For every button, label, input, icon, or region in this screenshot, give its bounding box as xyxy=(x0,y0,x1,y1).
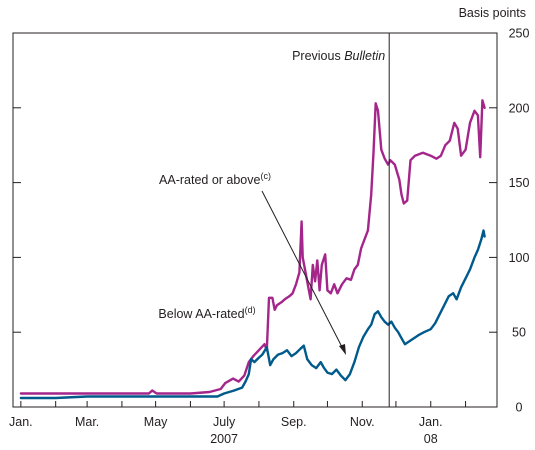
y-tick-label-100: 100 xyxy=(509,251,530,265)
x-year-label-1: 08 xyxy=(424,432,438,446)
series-line-aa-rated-or-above xyxy=(19,99,486,395)
annotation-arrow-head xyxy=(339,344,346,355)
annotation-below-aa-text: Below AA-rated xyxy=(158,307,244,321)
annotation-aa-rated-superscript: (c) xyxy=(260,171,271,181)
x-tick-label-3: July xyxy=(213,415,236,429)
plot-frame xyxy=(12,32,498,408)
previous-bulletin-label-plain: Previous xyxy=(292,49,344,63)
annotation-arrow-line xyxy=(261,190,344,350)
annotation-below-aa-rated: Below AA-rated(d) xyxy=(158,305,255,321)
y-tick-label-250: 250 xyxy=(509,27,530,41)
annotation-aa-rated-or-above: AA-rated or above(c) xyxy=(159,171,271,187)
x-tick-label-6: Jan. xyxy=(419,415,443,429)
series-line-below-aa-rated xyxy=(19,229,486,400)
x-tick-label-2: May xyxy=(144,415,168,429)
previous-bulletin-label-italic: Bulletin xyxy=(344,49,385,63)
y-tick-label-50: 50 xyxy=(512,326,526,340)
series-layer xyxy=(19,99,486,400)
marker-layer: Previous Bulletin xyxy=(292,33,390,407)
x-tick-label-5: Nov. xyxy=(350,415,375,429)
annotation-below-aa-superscript: (d) xyxy=(245,305,256,315)
annotation-layer: AA-rated or above(c) Below AA-rated(d) xyxy=(158,171,346,355)
x-tick-label-1: Mar. xyxy=(75,415,99,429)
ticks-layer: 0 50 100 150 200 250 Jan. Mar. May July Sep. Nov. Ja… xyxy=(9,27,529,447)
x-year-label-0: 2007 xyxy=(210,432,238,446)
previous-bulletin-label: Previous Bulletin xyxy=(292,49,385,63)
units-label: Basis points xyxy=(459,6,526,20)
annotation-aa-rated-text: AA-rated or above xyxy=(159,173,260,187)
x-tick-label-4: Sep. xyxy=(281,415,307,429)
y-tick-label-150: 150 xyxy=(509,176,530,190)
axes-layer: Basis points xyxy=(12,6,526,408)
y-tick-label-0: 0 xyxy=(516,401,523,415)
x-tick-label-0: Jan. xyxy=(9,415,33,429)
y-tick-label-200: 200 xyxy=(509,101,530,115)
